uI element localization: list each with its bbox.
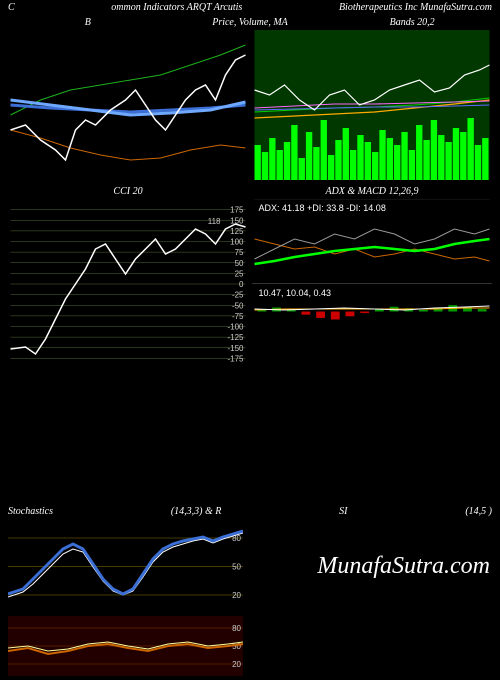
svg-text:10.47, 10.04, 0.43: 10.47, 10.04, 0.43 <box>259 288 332 298</box>
title-b: B <box>8 17 168 28</box>
header-center: ommon Indicators ARQT Arcutis <box>111 2 242 13</box>
svg-text:0: 0 <box>239 280 244 289</box>
svg-text:50: 50 <box>232 563 241 572</box>
svg-text:-50: -50 <box>232 301 244 310</box>
stoch-si: SI <box>339 506 347 517</box>
svg-text:175: 175 <box>230 206 244 215</box>
top-titles: B Price, Volume, MA Bands 20,2 <box>0 15 500 30</box>
stoch-params1: (14,3,3) & R <box>171 506 222 517</box>
chart-adx: ADX: 41.18 +DI: 33.8 -DI: 14.08 <box>252 199 492 279</box>
svg-text:-100: -100 <box>227 323 244 332</box>
svg-text:100: 100 <box>230 238 244 247</box>
stoch-title-row: Stochastics (14,3,3) & R SI (14,5 ) <box>0 504 500 519</box>
svg-text:-150: -150 <box>227 344 244 353</box>
svg-text:118: 118 <box>208 217 221 226</box>
svg-text:20: 20 <box>232 591 241 600</box>
svg-text:ADX: 41.18 +DI: 33.8 -DI:: ADX: 41.18 +DI: 33.8 -DI: 14.08 <box>259 203 386 213</box>
chart-price-ma <box>252 30 492 180</box>
chart-b <box>8 30 248 180</box>
page-header: C ommon Indicators ARQT Arcutis Biothera… <box>0 0 500 15</box>
svg-text:-175: -175 <box>227 354 244 363</box>
svg-text:25: 25 <box>235 269 244 278</box>
chart-rsi: 805020 <box>8 616 243 676</box>
svg-text:-75: -75 <box>232 312 244 321</box>
header-right: Biotherapeutics Inc MunafaSutra.com <box>339 2 492 13</box>
title-adx: ADX & MACD 12,26,9 <box>252 186 492 197</box>
svg-text:20: 20 <box>232 660 241 669</box>
svg-text:75: 75 <box>235 248 244 257</box>
chart-cci: 1751501251007550250-25-50-75-100-125-150… <box>8 199 248 369</box>
title-price: Price, Volume, MA <box>170 17 330 28</box>
title-cci: CCI 20 <box>8 186 248 197</box>
svg-text:80: 80 <box>232 624 241 633</box>
svg-text:-125: -125 <box>227 333 244 342</box>
header-left: C <box>8 2 15 13</box>
svg-text:50: 50 <box>235 259 244 268</box>
chart-stochastics: 805020 <box>8 519 243 614</box>
title-bands: Bands 20,2 <box>332 17 492 28</box>
svg-text:-25: -25 <box>232 291 244 300</box>
stoch-params2: (14,5 ) <box>465 506 492 517</box>
chart-macd: 10.47, 10.04, 0.43 <box>252 283 492 334</box>
svg-text:125: 125 <box>230 227 244 236</box>
stoch-label: Stochastics <box>8 506 53 517</box>
